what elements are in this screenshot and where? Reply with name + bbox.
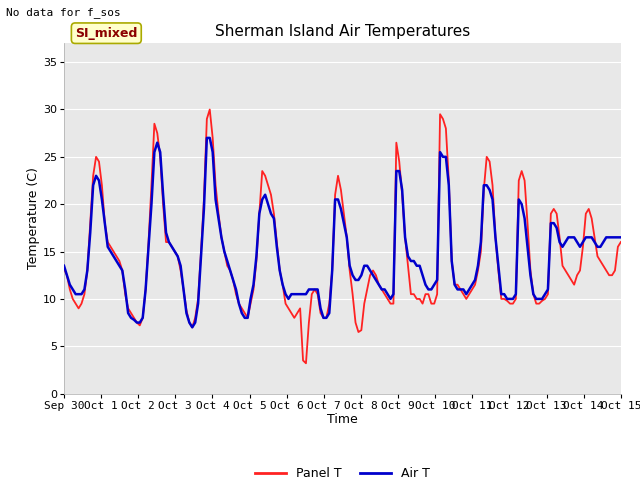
Panel T [617,239,625,245]
Panel T [287,310,295,316]
Title: Sherman Island Air Temperatures: Sherman Island Air Temperatures [215,24,470,39]
Panel T [416,296,424,302]
X-axis label: Time: Time [327,413,358,426]
Panel T [384,296,392,302]
Air T [127,315,135,321]
Air T [291,291,298,297]
Y-axis label: Temperature (C): Temperature (C) [27,168,40,269]
Panel T [60,266,68,272]
Air T [617,234,625,240]
Air T [296,291,304,297]
Legend: Panel T, Air T: Panel T, Air T [250,462,435,480]
Air T [346,263,353,269]
Air T [416,263,424,269]
Air T [188,324,196,330]
Line: Air T: Air T [64,138,621,327]
Air T [203,135,211,141]
Panel T [127,310,135,316]
Line: Panel T: Panel T [64,109,621,363]
Panel T [293,310,301,316]
Air T [384,291,392,297]
Air T [60,263,68,269]
Panel T [206,107,214,112]
Panel T [346,268,353,274]
Text: SI_mixed: SI_mixed [75,27,138,40]
Text: No data for f_sos: No data for f_sos [6,7,121,18]
Panel T [302,360,310,366]
